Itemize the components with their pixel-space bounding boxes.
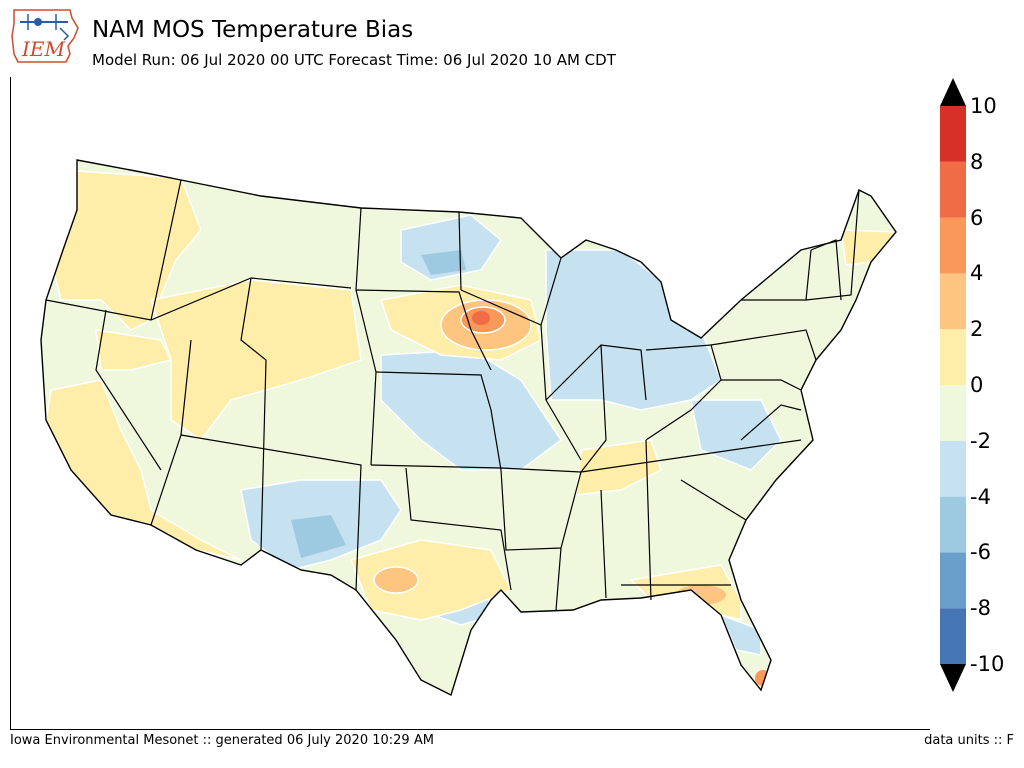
warm-region-texas-core xyxy=(373,566,419,594)
bias-contours xyxy=(45,169,896,686)
logo-wordmark: IEM xyxy=(21,37,66,61)
colorbar xyxy=(940,78,966,692)
colorbar-tick-label: -6 xyxy=(970,540,991,565)
colorbar-bin xyxy=(940,608,966,664)
warm-region-great-basin xyxy=(150,279,362,442)
cool-region-southwest-core xyxy=(291,515,346,558)
bias-map xyxy=(40,159,897,696)
warm-region-new-england xyxy=(840,229,896,266)
colorbar-bin xyxy=(940,552,966,609)
warm-region-northwest xyxy=(50,169,202,331)
cool-region-north-plains-core xyxy=(421,250,466,275)
colorbar-tick-label: -8 xyxy=(970,596,991,621)
colorbar-tick-label: -2 xyxy=(970,428,991,453)
footer-credit: Iowa Environmental Mesonet :: generated … xyxy=(10,733,434,748)
colorbar-bin xyxy=(940,385,966,441)
footer-units: data units :: F xyxy=(924,733,1014,748)
colorbar-tick-label: -4 xyxy=(970,484,991,509)
colorbar-ticks: 10 8 6 4 2 0 -2 -4 -6 -8 -10 xyxy=(966,78,1024,692)
colorbar-bin xyxy=(940,106,966,162)
colorbar-min-arrow xyxy=(940,664,966,692)
colorbar-bin xyxy=(940,161,966,218)
colorbar-bins xyxy=(940,106,966,664)
warm-region-texas xyxy=(349,539,513,621)
colorbar-bin xyxy=(940,440,966,497)
colorbar-tick-label: 10 xyxy=(970,94,997,118)
map-area xyxy=(10,77,930,730)
warm-region-midwest-peak xyxy=(472,311,490,325)
colorbar-bin xyxy=(940,496,966,553)
colorbar-bin xyxy=(940,329,966,385)
iem-logo: IEM xyxy=(11,9,79,63)
colorbar-max-arrow xyxy=(940,78,966,106)
colorbar-bin xyxy=(940,217,966,274)
cool-region-great-lakes xyxy=(545,249,722,411)
colorbar-tick-label: -10 xyxy=(970,652,1005,676)
state-borders xyxy=(40,159,897,696)
warm-region-southeast-core xyxy=(676,585,726,605)
chart-subtitle: Model Run: 06 Jul 2020 00 UTC Forecast T… xyxy=(92,51,616,69)
colorbar-tick-label: 2 xyxy=(970,317,984,342)
colorbar-bin xyxy=(940,273,966,330)
colorbar-tick-label: 4 xyxy=(970,261,984,286)
colorbar-tick-label: 8 xyxy=(970,149,984,174)
warm-region-nevada xyxy=(95,329,173,371)
colorbar-tick-label: 6 xyxy=(970,205,984,230)
chart-title: NAM MOS Temperature Bias xyxy=(92,17,414,43)
cool-region-central xyxy=(380,349,563,471)
colorbar-tick-label: 0 xyxy=(970,373,984,397)
